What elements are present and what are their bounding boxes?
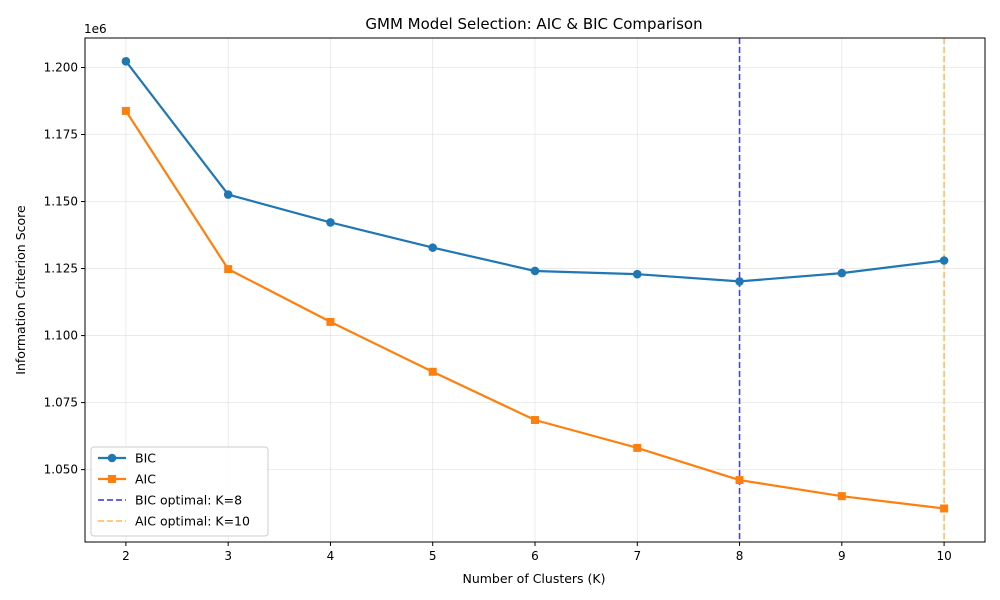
legend: BIC AIC BIC optimal: K=8 AIC optimal: K=10 xyxy=(90,446,269,537)
y-axis-ticks: 1.050 1.075 1.100 1.125 1.150 1.175 1.200 xyxy=(44,60,85,477)
y-axis-label: Information Criterion Score xyxy=(13,205,28,375)
x-tick-label: 3 xyxy=(224,549,232,563)
x-axis-ticks: 2 3 4 5 6 7 8 9 10 xyxy=(122,542,952,563)
data-point-aic xyxy=(940,504,949,513)
y-tick-label: 1.050 xyxy=(44,463,78,477)
legend-label: AIC xyxy=(135,472,156,487)
x-tick-label: 4 xyxy=(327,549,335,563)
x-tick-label: 6 xyxy=(531,549,539,563)
x-axis-label: Number of Clusters (K) xyxy=(462,571,605,586)
y-tick-label: 1.200 xyxy=(44,60,78,74)
chart-title: GMM Model Selection: AIC & BIC Compariso… xyxy=(365,15,702,33)
reference-lines-layer xyxy=(738,38,945,542)
data-point-bic xyxy=(428,243,438,252)
y-axis-offset-label: 1e6 xyxy=(84,22,107,36)
legend-label: AIC optimal: K=10 xyxy=(135,514,250,529)
x-tick-label: 8 xyxy=(736,549,744,563)
x-tick-label: 10 xyxy=(936,549,951,563)
data-point-bic xyxy=(837,268,847,278)
data-point-bic xyxy=(939,256,949,265)
legend-box xyxy=(90,446,269,537)
data-point-aic xyxy=(224,265,233,274)
y-tick-label: 1.150 xyxy=(44,195,78,209)
data-point-aic xyxy=(428,367,437,376)
x-tick-label: 5 xyxy=(429,549,437,563)
data-point-bic xyxy=(121,57,131,66)
x-tick-label: 9 xyxy=(838,549,846,563)
legend-label: BIC optimal: K=8 xyxy=(135,493,242,508)
data-point-aic xyxy=(121,106,130,115)
data-point-bic xyxy=(530,266,540,276)
series-layer xyxy=(121,57,949,513)
y-tick-label: 1.175 xyxy=(44,128,78,142)
x-tick-label: 2 xyxy=(122,549,130,563)
legend-marker-aic xyxy=(108,475,116,483)
legend-marker-bic xyxy=(107,453,117,463)
data-point-bic xyxy=(632,269,642,279)
y-tick-label: 1.075 xyxy=(44,396,78,410)
legend-label: BIC xyxy=(135,451,156,466)
data-point-bic xyxy=(735,277,744,286)
data-point-bic xyxy=(326,218,335,227)
data-point-aic xyxy=(531,416,539,425)
data-point-aic xyxy=(633,443,642,452)
x-tick-label: 7 xyxy=(633,549,641,563)
data-point-aic xyxy=(735,476,744,485)
y-tick-label: 1.100 xyxy=(44,329,78,343)
y-tick-label: 1.125 xyxy=(44,262,78,276)
data-point-bic xyxy=(223,190,233,199)
data-point-aic xyxy=(837,492,846,501)
data-point-aic xyxy=(326,317,335,326)
